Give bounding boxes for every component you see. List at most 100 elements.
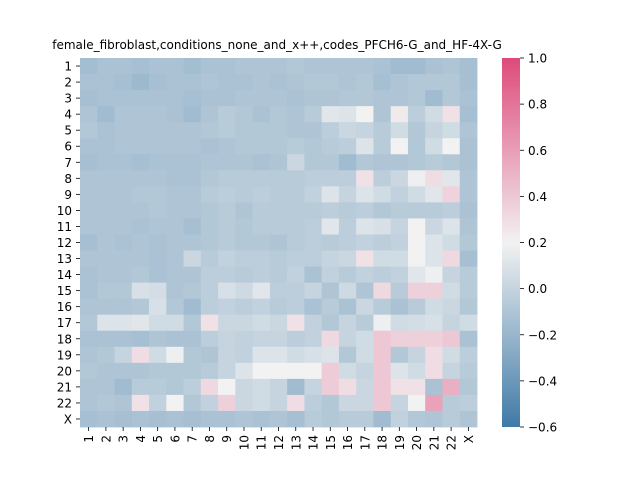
heatmap-cell [149, 346, 167, 364]
heatmap-cell [304, 314, 323, 332]
heatmap-cell [200, 90, 219, 107]
heatmap-cell [373, 394, 392, 412]
heatmap-cell [183, 122, 202, 139]
y-tick-label: 17 [57, 316, 72, 330]
heatmap-cell [235, 154, 254, 171]
heatmap-cell [356, 58, 374, 75]
heatmap-cell [200, 394, 219, 412]
heatmap-cell [287, 330, 305, 348]
heatmap-cell [149, 122, 167, 139]
y-tick-label: 14 [57, 268, 72, 282]
heatmap-cell [131, 122, 150, 139]
heatmap-cell [321, 138, 340, 155]
heatmap-cell [442, 58, 461, 75]
colorbar [502, 58, 520, 427]
heatmap-cell [425, 106, 443, 123]
heatmap-cell [304, 106, 323, 123]
heatmap-cell [269, 298, 288, 316]
heatmap-cell [425, 346, 443, 364]
x-tick-label: 19 [393, 435, 407, 450]
heatmap-cell [287, 298, 305, 316]
heatmap-cell [459, 58, 478, 75]
heatmap-cell [183, 218, 202, 235]
heatmap-cell [407, 90, 426, 107]
heatmap-cell [200, 74, 219, 91]
heatmap-cell [80, 314, 98, 332]
heatmap-cell [356, 90, 374, 107]
heatmap-cell [390, 122, 409, 139]
heatmap-cell [183, 170, 202, 187]
heatmap-cell [442, 122, 461, 139]
heatmap-cell [338, 58, 357, 75]
heatmap-cell [269, 202, 288, 219]
heatmap-cell [425, 266, 443, 284]
heatmap-cell [149, 58, 167, 75]
heatmap-cell [200, 154, 219, 171]
heatmap-cell [97, 378, 115, 396]
heatmap-cell [235, 234, 254, 251]
heatmap-cell [269, 106, 288, 123]
heatmap-cell [373, 74, 392, 91]
heatmap-cell [97, 74, 115, 91]
heatmap-cell [269, 58, 288, 75]
heatmap-cell [114, 378, 133, 396]
heatmap-cell [269, 170, 288, 187]
heatmap-cell [183, 186, 202, 203]
y-tick-label: 9 [64, 188, 72, 202]
heatmap-cell [183, 250, 202, 267]
heatmap-cell [442, 330, 461, 348]
heatmap-cell [97, 282, 115, 300]
heatmap-cell [183, 106, 202, 123]
heatmap-cell [407, 186, 426, 203]
heatmap-cell [114, 186, 133, 203]
heatmap-cell [356, 170, 374, 187]
heatmap-cell [321, 394, 340, 412]
heatmap-cell [442, 106, 461, 123]
heatmap-cell [97, 58, 115, 75]
heatmap-cell [131, 378, 150, 396]
heatmap-cell [407, 250, 426, 267]
heatmap-cell [218, 218, 236, 235]
heatmap-cell [338, 266, 357, 284]
heatmap-cell [459, 346, 478, 364]
heatmap-cell [200, 266, 219, 284]
heatmap-cell [373, 282, 392, 300]
heatmap-cell [356, 266, 374, 284]
heatmap-cell [166, 170, 184, 187]
heatmap-cell [442, 410, 461, 428]
heatmap-cell [287, 282, 305, 300]
heatmap-cell [131, 394, 150, 412]
heatmap-cell [304, 202, 323, 219]
heatmap-cell [304, 282, 323, 300]
heatmap-cell [459, 154, 478, 171]
heatmap-cell [287, 122, 305, 139]
heatmap-cell [218, 314, 236, 332]
heatmap-cell [442, 234, 461, 251]
heatmap-cell [442, 138, 461, 155]
heatmap-cell [373, 266, 392, 284]
heatmap-cell [200, 106, 219, 123]
heatmap-cell [80, 234, 98, 251]
heatmap-cell [407, 410, 426, 428]
heatmap-cell [338, 282, 357, 300]
heatmap-cell [373, 330, 392, 348]
heatmap-cell [356, 346, 374, 364]
heatmap-cell [252, 282, 271, 300]
y-tick-label: 3 [64, 92, 72, 106]
heatmap-cell [425, 394, 443, 412]
heatmap-cell [114, 154, 133, 171]
heatmap-cell [425, 330, 443, 348]
heatmap-cell [149, 170, 167, 187]
heatmap-cell [97, 234, 115, 251]
heatmap-cell [269, 250, 288, 267]
heatmap-cell [321, 282, 340, 300]
heatmap-cell [131, 202, 150, 219]
heatmap-cell [442, 250, 461, 267]
heatmap-cell [269, 138, 288, 155]
heatmap-cell [407, 106, 426, 123]
x-tick-label: 21 [427, 435, 441, 450]
heatmap-cell [200, 170, 219, 187]
heatmap-cell [149, 74, 167, 91]
